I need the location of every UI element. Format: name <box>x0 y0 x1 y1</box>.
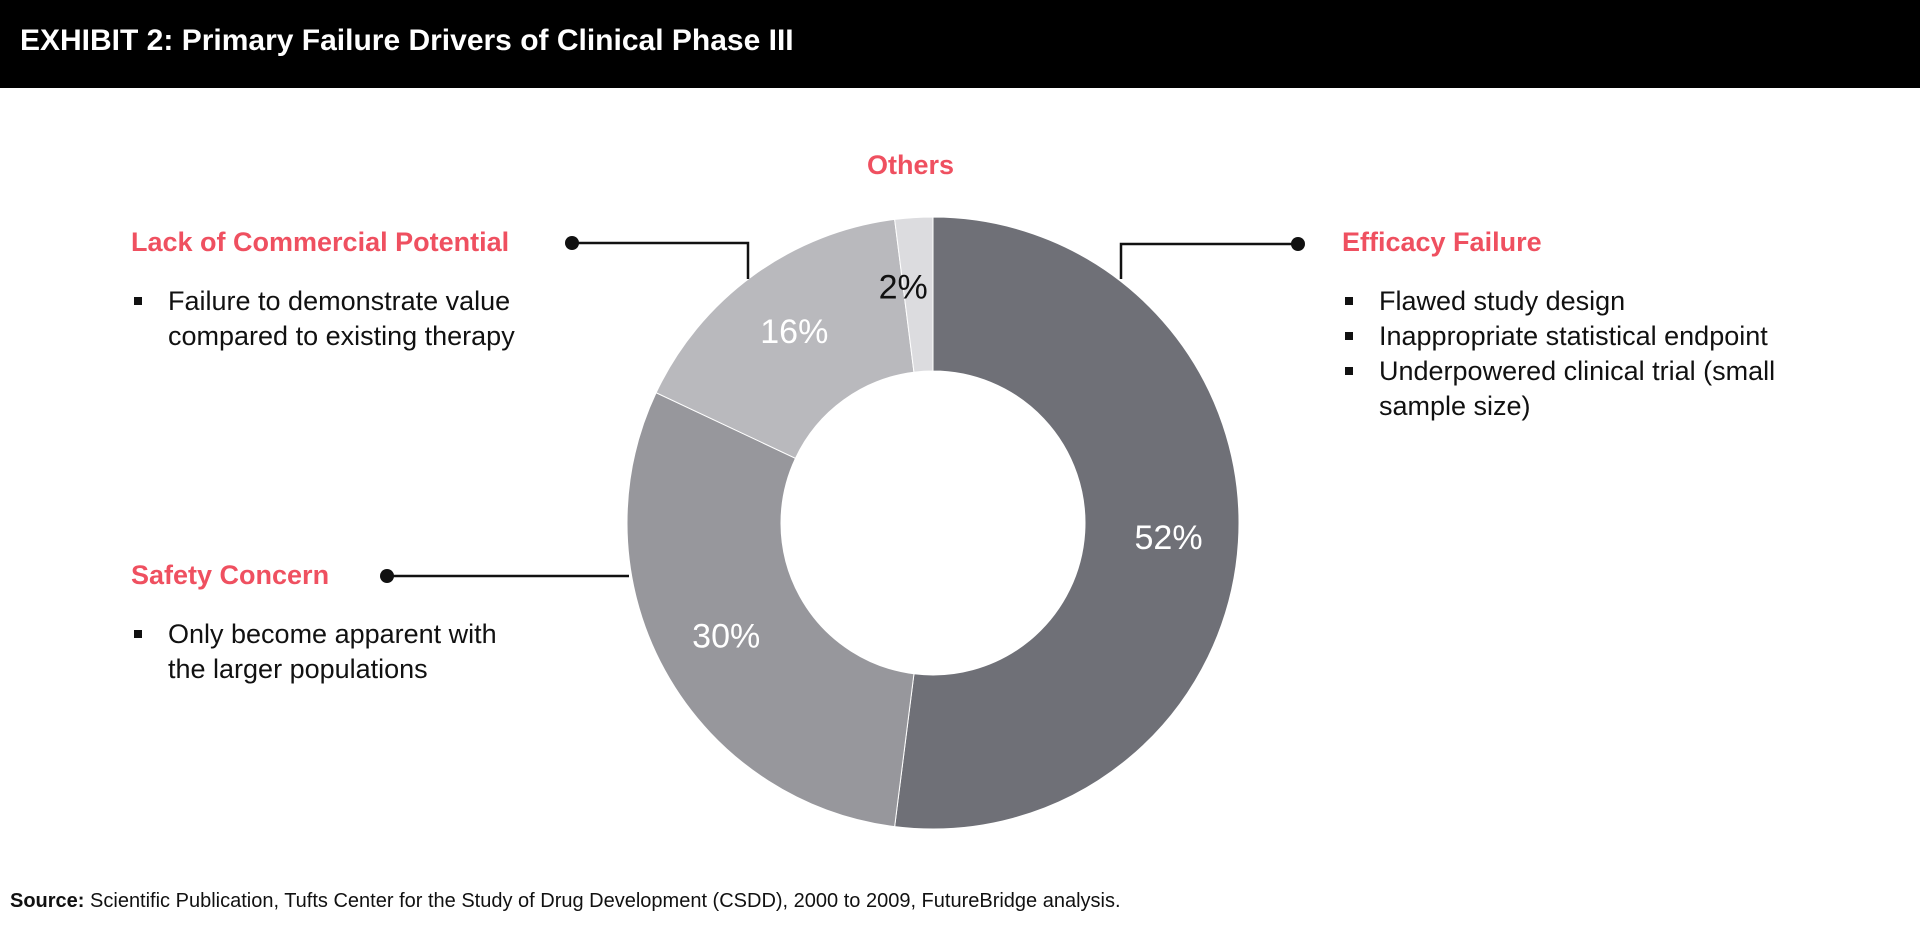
callout-connectors <box>380 236 1305 583</box>
list-item: Failure to demonstrate value compared to… <box>132 284 562 354</box>
efficacy-connector-line <box>1119 242 1298 279</box>
slice-label-lack-of-commercial-potential: 16% <box>760 313 828 351</box>
slice-label-others: 2% <box>879 268 928 306</box>
list-item: Flawed study design <box>1343 284 1823 319</box>
slice-label-efficacy-failure: 52% <box>1135 519 1203 557</box>
commercial-category-title: Lack of Commercial Potential <box>131 227 510 257</box>
efficacy-category-title: Efficacy Failure <box>1342 227 1542 257</box>
slice-safety-concern <box>626 392 915 828</box>
list-item: Inappropriate statistical endpoint <box>1343 319 1823 354</box>
commercial-bullet-list: Failure to demonstrate value compared to… <box>132 284 562 354</box>
efficacy-bullet-list: Flawed study design Inappropriate statis… <box>1343 284 1823 424</box>
donut-value-labels: 52% 30% 16% 2% <box>692 268 1202 655</box>
safety-connector-dot <box>380 569 394 583</box>
source-text: Scientific Publication, Tufts Center for… <box>90 890 1121 912</box>
efficacy-connector-dot <box>1291 237 1305 251</box>
others-category-title: Others <box>867 150 955 180</box>
commercial-connector-line <box>572 241 750 279</box>
donut-slices <box>626 216 1240 830</box>
list-item: Only become apparent with the larger pop… <box>132 617 532 687</box>
source-note: Source: Scientific Publication, Tufts Ce… <box>10 890 1121 913</box>
safety-category-title: Safety Concern <box>131 560 330 590</box>
slice-efficacy-failure <box>894 216 1240 830</box>
slice-others <box>894 216 934 373</box>
header-bar: EXHIBIT 2: Primary Failure Drivers of Cl… <box>0 0 1920 88</box>
source-label: Source: <box>10 890 85 912</box>
commercial-connector-dot <box>565 236 579 250</box>
list-item: Underpowered clinical trial (small sampl… <box>1343 354 1823 424</box>
slice-label-safety-concern: 30% <box>692 618 760 656</box>
safety-bullet-list: Only become apparent with the larger pop… <box>132 617 532 687</box>
slice-lack-of-commercial-potential <box>655 218 915 459</box>
exhibit-title: EXHIBIT 2: Primary Failure Drivers of Cl… <box>20 24 794 57</box>
